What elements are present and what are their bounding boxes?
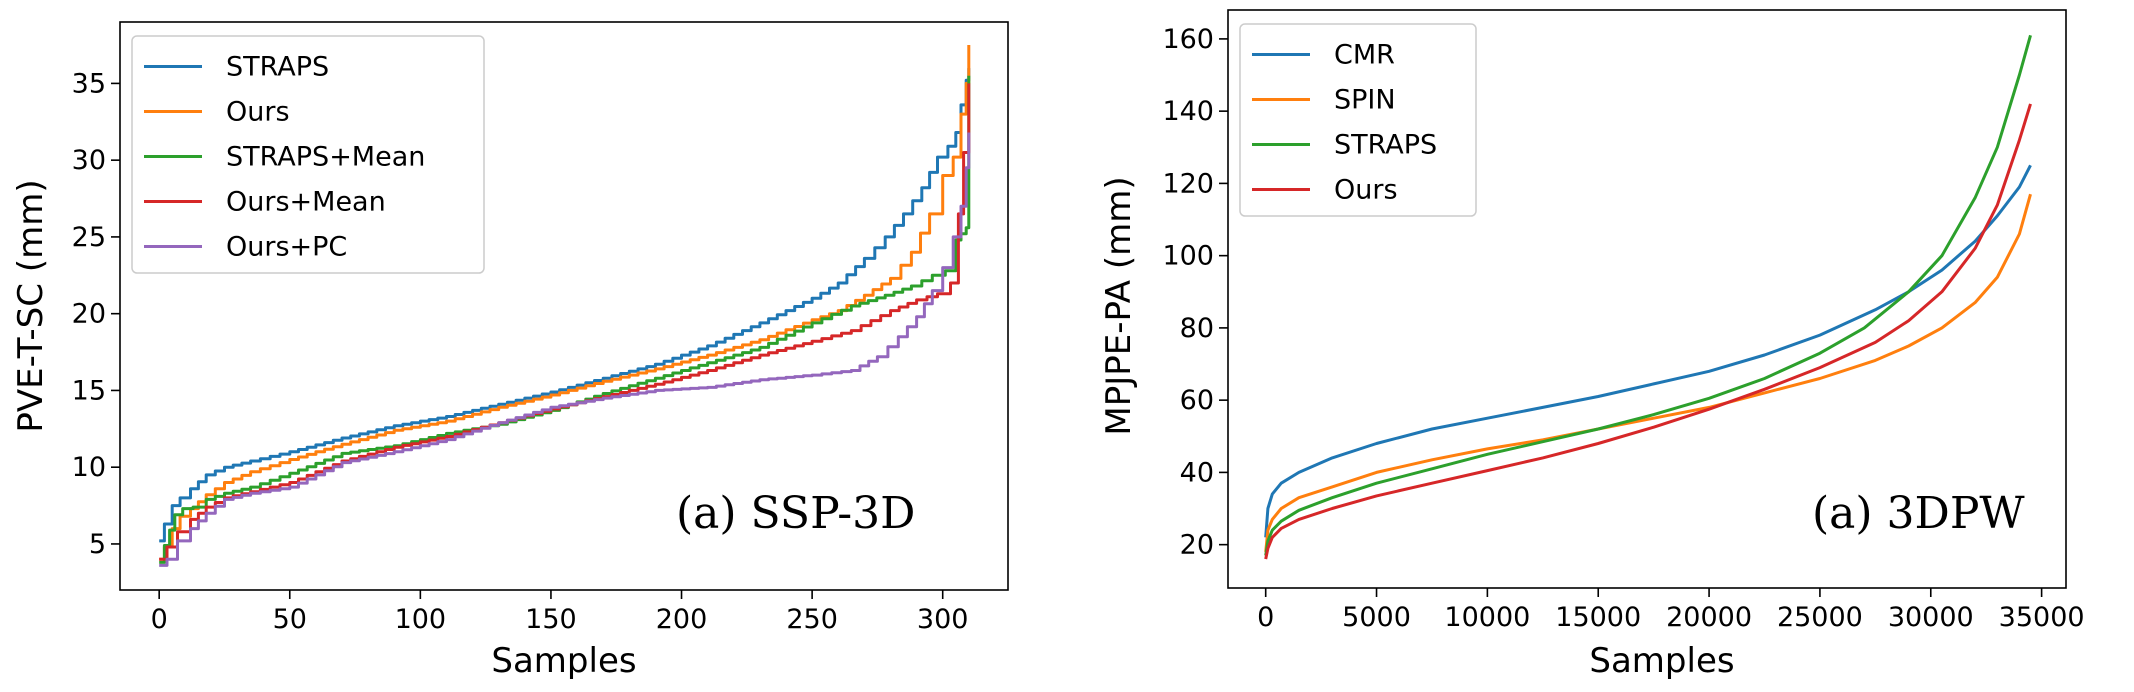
y-tick-label: 20 <box>1180 530 1214 561</box>
x-tick-label: 0 <box>1257 602 1274 633</box>
y-tick-label: 20 <box>72 299 106 330</box>
series-line-straps <box>159 68 971 543</box>
y-tick-label: 25 <box>72 222 106 253</box>
plot-frame <box>1227 9 2067 589</box>
legend-label-ours: Ours <box>226 97 290 128</box>
series-line-spin <box>1264 193 2032 553</box>
x-tick-label: 150 <box>525 604 577 635</box>
legend-label-ours-mean: Ours+Mean <box>226 187 386 218</box>
legend: STRAPS Ours STRAPS+Mean Ours+Mean Ours+PC <box>131 35 485 274</box>
legend-box <box>131 35 485 274</box>
legend-label-ours: Ours <box>1334 175 1398 206</box>
y-axis-label: MPJPE-PA (mm) <box>1099 176 1139 435</box>
series-line-cmr <box>1264 164 2032 538</box>
x-tick-label: 300 <box>917 604 969 635</box>
x-axis-label: Samples <box>1589 641 1734 681</box>
y-axis-label: PVE-T-SC (mm) <box>11 179 51 432</box>
legend-label-cmr: CMR <box>1334 40 1395 71</box>
legend-label-straps: STRAPS <box>226 52 329 83</box>
chart-3dpw: 0 5000 10000 15000 20000 25000 30000 35000 20 40… <box>1099 9 2085 681</box>
y-tick-label: 40 <box>1180 457 1214 488</box>
legend-label-ours-pc: Ours+PC <box>226 232 347 263</box>
y-tick-label: 15 <box>72 375 106 406</box>
x-tick-label: 50 <box>273 604 307 635</box>
x-tick-label: 20000 <box>1666 602 1752 633</box>
x-tick-label: 100 <box>395 604 447 635</box>
series-line-ours-pc <box>159 132 971 567</box>
x-tick-label: 5000 <box>1342 602 1411 633</box>
x-tick-label: 0 <box>151 604 168 635</box>
y-tick-label: 140 <box>1162 96 1214 127</box>
series-line-ours <box>1264 103 2032 560</box>
chart-annotation: (a) 3DPW <box>1812 488 2025 539</box>
y-tick-label: 60 <box>1180 385 1214 416</box>
legend-label-spin: SPIN <box>1334 85 1396 116</box>
chart-annotation: (a) SSP-3D <box>676 488 915 539</box>
legend-label-straps: STRAPS <box>1334 130 1437 161</box>
x-tick-label: 30000 <box>1888 602 1974 633</box>
x-axis-label: Samples <box>491 641 636 681</box>
legend-box <box>1239 23 1477 217</box>
y-tick-label: 10 <box>72 452 106 483</box>
y-tick-label: 5 <box>89 529 106 560</box>
x-tick-label: 35000 <box>1999 602 2085 633</box>
y-tick-label: 100 <box>1162 241 1214 272</box>
x-tick-label: 10000 <box>1444 602 1530 633</box>
x-tick-label: 25000 <box>1777 602 1863 633</box>
series-line-straps <box>1264 34 2032 556</box>
plot-frame <box>119 21 1009 591</box>
x-tick-label: 200 <box>656 604 708 635</box>
y-tick-label: 35 <box>72 68 106 99</box>
y-tick-label: 80 <box>1180 313 1214 344</box>
legend-label-straps-mean: STRAPS+Mean <box>226 142 425 173</box>
x-tick-label: 15000 <box>1555 602 1641 633</box>
chart-ssp3d: 0 50 100 150 200 250 300 5 10 15 20 25 30 35 Samples… <box>11 21 1009 681</box>
legend: CMR SPIN STRAPS Ours <box>1239 23 1477 217</box>
x-tick-label: 250 <box>786 604 838 635</box>
y-tick-label: 160 <box>1162 24 1214 55</box>
y-tick-label: 120 <box>1162 168 1214 199</box>
y-tick-label: 30 <box>72 145 106 176</box>
